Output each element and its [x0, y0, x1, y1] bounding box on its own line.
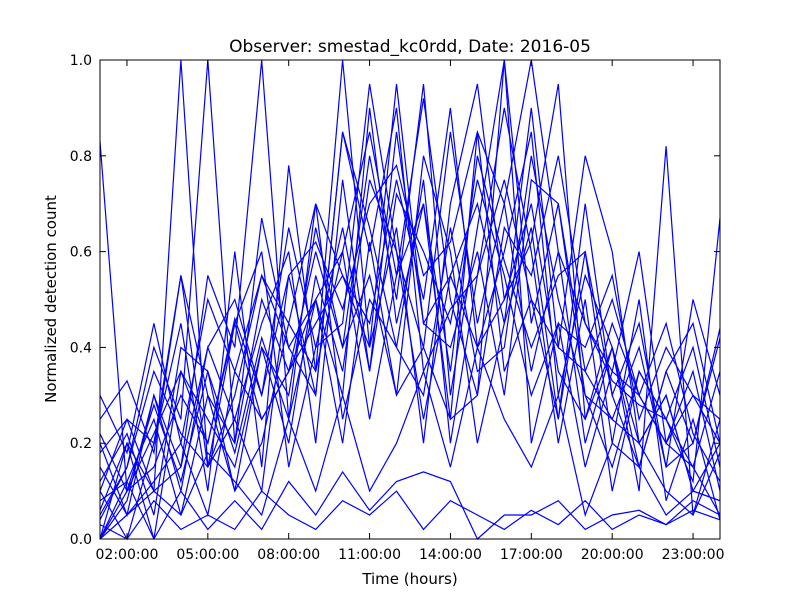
series-line-4 [99, 59, 721, 518]
series-line-9 [99, 155, 721, 540]
series-line-19 [99, 83, 721, 492]
x-tick-label: 11:00:00 [338, 547, 401, 563]
series-line-16 [99, 490, 721, 540]
series-line-17 [99, 470, 721, 541]
x-axis-label: Time (hours) [361, 570, 457, 588]
series-layer [99, 59, 721, 541]
series-line-13 [99, 107, 721, 521]
y-tick-label: 0.0 [70, 532, 92, 548]
series-line-3 [99, 59, 721, 516]
chart-title: Observer: smestad_kc0rdd, Date: 2016-05 [229, 37, 591, 57]
series-line-7 [99, 131, 721, 540]
y-axis-ticks: 0.0 0.2 0.4 0.6 0.8 1.0 [70, 53, 720, 548]
series-line-18 [99, 98, 721, 455]
x-tick-label: 14:00:00 [419, 547, 482, 563]
series-line-14 [99, 179, 721, 516]
y-tick-label: 0.2 [70, 436, 92, 452]
series-line-11 [99, 155, 721, 540]
series-line-8 [99, 59, 721, 518]
y-tick-label: 1.0 [70, 53, 92, 69]
x-axis-ticks: 02:00:00 05:00:00 08:00:00 11:00:00 14:00:00… [96, 60, 725, 563]
y-tick-label: 0.4 [70, 340, 92, 356]
plot-frame [99, 59, 721, 540]
series-line-15 [99, 345, 721, 540]
y-axis-label: Normalized detection count [42, 195, 60, 403]
y-tick-label: 0.8 [70, 149, 92, 165]
series-line-1 [99, 59, 721, 516]
y-tick-label: 0.6 [70, 245, 92, 261]
series-line-6 [99, 107, 721, 520]
x-tick-label: 05:00:00 [176, 547, 239, 563]
x-tick-label: 23:00:00 [662, 547, 725, 563]
series-line-20 [99, 131, 721, 540]
x-tick-label: 20:00:00 [581, 547, 644, 563]
x-tick-label: 02:00:00 [96, 547, 159, 563]
x-tick-label: 17:00:00 [500, 547, 563, 563]
x-tick-label: 08:00:00 [257, 547, 320, 563]
